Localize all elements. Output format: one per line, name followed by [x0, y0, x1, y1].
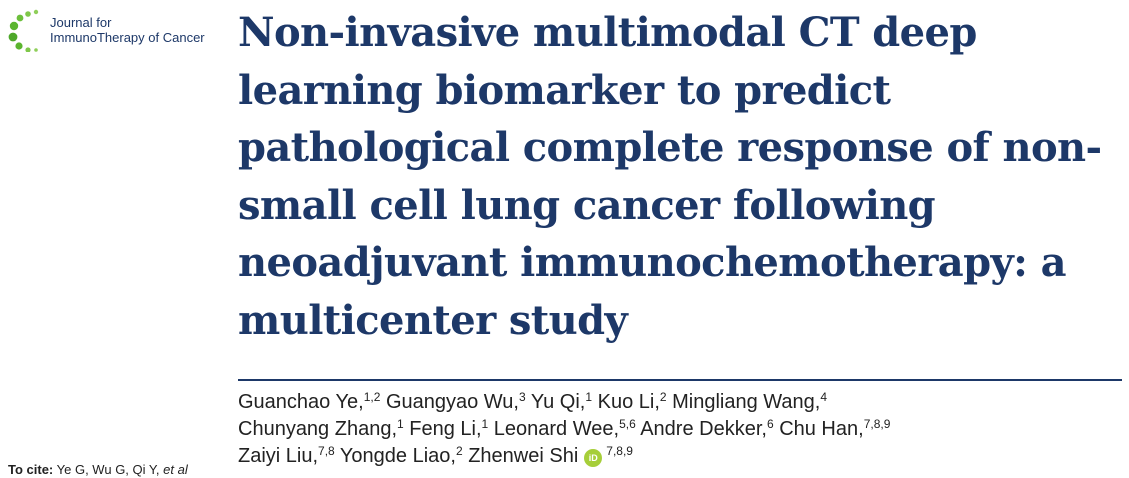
author-name: Mingliang Wang,: [672, 391, 821, 413]
author-affiliation: 7,8: [318, 444, 335, 458]
author-line: Zaiyi Liu,7,8 Yongde Liao,2 Zhenwei Shi i…: [238, 443, 1118, 470]
title-line: learning biomarker to predict: [238, 66, 891, 114]
author-affiliation: 3: [518, 390, 526, 404]
author-name: Zaiyi Liu,: [238, 445, 319, 467]
author-affiliation: 7,8,9: [863, 417, 891, 431]
journal-name-line2: ImmunoTherapy of Cancer: [50, 30, 205, 45]
journal-name-line1: Journal for: [50, 15, 112, 30]
citation-teaser: To cite: Ye G, Wu G, Qi Y, et al: [8, 462, 188, 477]
journal-logo: Journal for ImmunoTherapy of Cancer: [6, 8, 226, 52]
title-divider: [238, 379, 1122, 381]
orcid-icon[interactable]: iD: [584, 449, 603, 467]
author-affiliation: 1: [585, 390, 593, 404]
author-line: Guanchao Ye,1,2 Guangyao Wu,3 Yu Qi,1 Ku…: [238, 389, 1118, 416]
author-affiliation: 1: [397, 417, 404, 431]
author-name: Zhenwei Shi: [468, 445, 579, 467]
title-line: pathological complete response of non-: [238, 124, 1102, 171]
author-affiliation: 2: [455, 444, 463, 458]
cite-etal: et al: [163, 462, 188, 477]
cite-label: To cite:: [8, 462, 54, 477]
author-affiliation: 2: [659, 390, 667, 404]
author-name: Andre Dekker,: [640, 418, 767, 440]
author-name: Kuo Li,: [597, 391, 660, 413]
title-line: small cell lung cancer following: [238, 181, 936, 229]
author-name: Guanchao Ye,: [238, 391, 364, 413]
author-affiliation: 5,6: [619, 417, 636, 431]
author-name: Yu Qi,: [530, 391, 586, 413]
journal-name: Journal for ImmunoTherapy of Cancer: [50, 15, 205, 45]
author-affiliation: 4: [820, 390, 828, 404]
author-affiliation: 1,2: [363, 390, 381, 404]
author-name: Feng Li,: [409, 418, 482, 440]
title-line: neoadjuvant immunochemotherapy: a: [238, 239, 1067, 286]
author-name: Leonard Wee,: [493, 418, 620, 440]
title-line: Non-invasive multimodal CT deep: [238, 9, 977, 56]
author-affiliation: 6: [766, 417, 774, 431]
author-affiliation: 1: [481, 417, 489, 431]
title-line: multicenter study: [238, 296, 628, 344]
author-list: Guanchao Ye,1,2 Guangyao Wu,3 Yu Qi,1 Ku…: [238, 389, 1118, 470]
cite-text: Ye G, Wu G, Qi Y,: [56, 462, 160, 477]
article-title: Non-invasive multimodal CT deep learning…: [238, 4, 1118, 349]
author-name: Yongde Liao,: [339, 445, 456, 467]
author-affiliation: 7,8,9: [606, 444, 633, 458]
author-name: Chunyang Zhang,: [238, 418, 398, 440]
journal-logo-dots-icon: [8, 9, 39, 52]
author-name: Chu Han,: [779, 418, 864, 440]
author-name: Guangyao Wu,: [385, 391, 519, 413]
author-line: Chunyang Zhang,1 Feng Li,1 Leonard Wee,5…: [238, 416, 1118, 443]
